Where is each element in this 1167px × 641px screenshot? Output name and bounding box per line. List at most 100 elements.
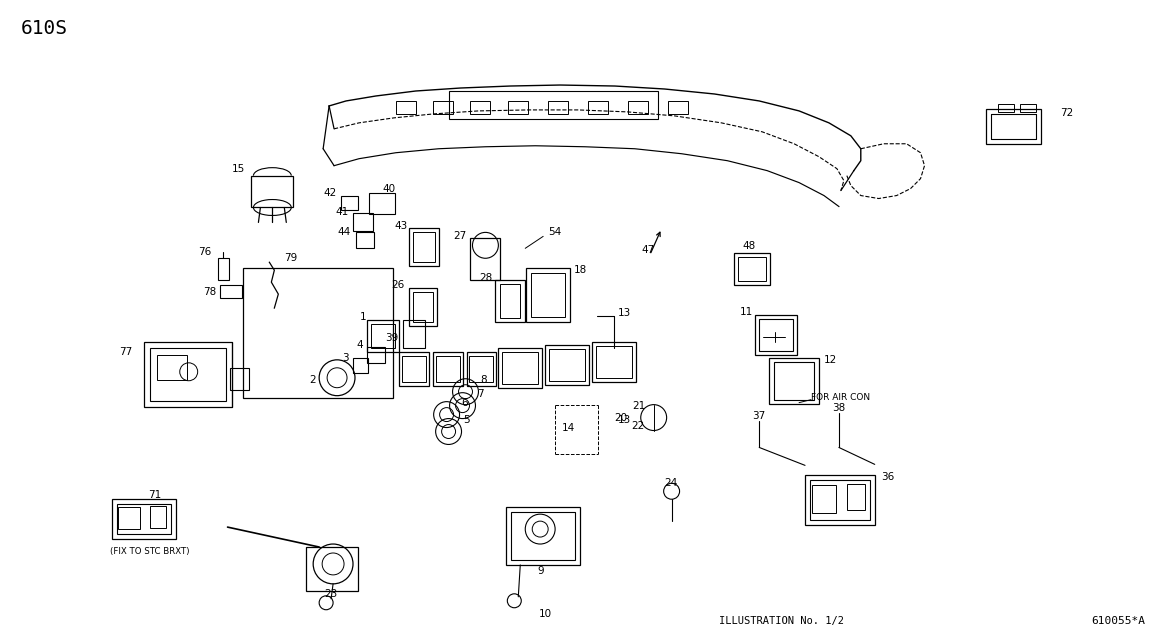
- Text: 40: 40: [383, 183, 396, 194]
- Text: 43: 43: [394, 221, 407, 231]
- Bar: [118, 507, 140, 529]
- Text: 76: 76: [198, 247, 211, 257]
- Text: 41: 41: [336, 208, 349, 217]
- Text: 79: 79: [285, 253, 298, 263]
- Bar: [306, 547, 358, 591]
- Bar: [413, 233, 434, 262]
- Text: (FIX TO STC BRXT): (FIX TO STC BRXT): [110, 547, 189, 556]
- Bar: [341, 196, 358, 210]
- Text: 13: 13: [617, 308, 631, 318]
- Bar: [498, 348, 543, 388]
- Text: 26: 26: [391, 280, 405, 290]
- Bar: [628, 101, 648, 114]
- Text: 72: 72: [1060, 108, 1074, 118]
- Text: 3: 3: [342, 353, 349, 363]
- Bar: [495, 280, 525, 322]
- Bar: [545, 345, 589, 385]
- Bar: [812, 485, 836, 513]
- Bar: [734, 253, 770, 285]
- Text: 78: 78: [203, 287, 217, 297]
- Text: 13: 13: [617, 415, 631, 424]
- Bar: [112, 499, 176, 539]
- Bar: [356, 233, 373, 248]
- Bar: [366, 320, 399, 352]
- Text: 22: 22: [631, 420, 644, 431]
- Text: FOR AIR CON: FOR AIR CON: [811, 393, 871, 402]
- Text: 24: 24: [664, 478, 677, 488]
- Text: ILLUSTRATION No. 1/2: ILLUSTRATION No. 1/2: [719, 616, 845, 626]
- Bar: [408, 288, 436, 326]
- Bar: [369, 192, 394, 215]
- Bar: [144, 342, 231, 406]
- Text: 28: 28: [480, 273, 492, 283]
- Bar: [548, 101, 568, 114]
- Bar: [588, 101, 608, 114]
- Bar: [399, 352, 428, 386]
- Text: 610S: 610S: [21, 19, 68, 38]
- Text: 38: 38: [832, 403, 846, 413]
- Bar: [668, 101, 687, 114]
- Bar: [774, 362, 815, 399]
- Bar: [352, 213, 373, 231]
- Bar: [847, 485, 865, 510]
- Bar: [1020, 104, 1036, 112]
- Bar: [550, 349, 585, 381]
- Bar: [403, 320, 425, 348]
- Bar: [448, 91, 658, 119]
- Text: 11: 11: [740, 307, 753, 317]
- Bar: [596, 346, 631, 378]
- Bar: [117, 504, 170, 534]
- Bar: [149, 506, 166, 528]
- Bar: [413, 292, 433, 322]
- Bar: [531, 273, 565, 317]
- Text: 15: 15: [232, 163, 245, 174]
- Bar: [502, 352, 538, 384]
- Text: 27: 27: [453, 231, 467, 242]
- Bar: [244, 268, 393, 397]
- Bar: [526, 268, 569, 322]
- Bar: [366, 347, 385, 363]
- Text: 42: 42: [323, 188, 337, 197]
- Bar: [998, 104, 1014, 112]
- Text: 71: 71: [148, 490, 161, 500]
- Bar: [805, 476, 875, 525]
- Bar: [506, 507, 580, 565]
- Text: 36: 36: [881, 472, 894, 482]
- Bar: [739, 257, 767, 281]
- Bar: [408, 228, 439, 266]
- Bar: [769, 358, 819, 404]
- Text: 37: 37: [753, 411, 766, 420]
- Text: 18: 18: [574, 265, 587, 275]
- Text: 54: 54: [548, 228, 561, 237]
- Text: 48: 48: [742, 241, 755, 251]
- Text: 14: 14: [561, 422, 574, 433]
- Bar: [156, 355, 187, 379]
- Text: 2: 2: [309, 375, 316, 385]
- Bar: [401, 356, 426, 382]
- Bar: [467, 352, 496, 386]
- Text: 8: 8: [480, 375, 487, 385]
- Bar: [470, 238, 501, 280]
- Bar: [219, 285, 243, 298]
- Text: 20: 20: [615, 413, 628, 422]
- Bar: [396, 101, 415, 114]
- Bar: [511, 512, 575, 560]
- Text: 9: 9: [537, 566, 544, 576]
- Bar: [592, 342, 636, 382]
- Bar: [149, 348, 225, 401]
- Bar: [810, 480, 869, 520]
- Bar: [469, 356, 494, 382]
- Text: 10: 10: [539, 609, 552, 619]
- Text: 23: 23: [324, 589, 337, 599]
- Text: 4: 4: [356, 340, 363, 350]
- Bar: [509, 101, 529, 114]
- Bar: [251, 176, 293, 208]
- Text: 12: 12: [824, 355, 837, 365]
- Text: 610055*A: 610055*A: [1091, 616, 1146, 626]
- Text: 6: 6: [461, 397, 468, 408]
- Text: 44: 44: [337, 228, 351, 237]
- Bar: [986, 109, 1041, 144]
- Bar: [755, 315, 797, 355]
- Text: 21: 21: [633, 401, 645, 411]
- Text: 1: 1: [359, 312, 366, 322]
